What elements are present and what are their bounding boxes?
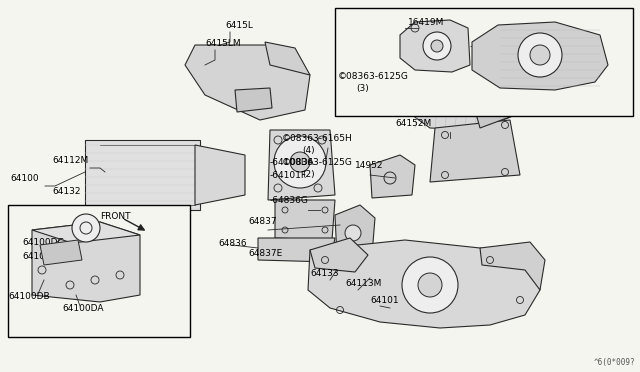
Text: 64101: 64101 — [370, 296, 399, 305]
Circle shape — [290, 152, 310, 172]
Text: (3): (3) — [356, 84, 369, 93]
Polygon shape — [308, 240, 540, 328]
Polygon shape — [472, 22, 608, 90]
Circle shape — [423, 32, 451, 60]
Text: 64133: 64133 — [310, 269, 339, 278]
Text: 64100DA: 64100DA — [62, 304, 104, 313]
Polygon shape — [275, 200, 335, 240]
Polygon shape — [335, 205, 375, 258]
Text: 64152M: 64152M — [395, 119, 431, 128]
Text: 64152: 64152 — [405, 46, 433, 55]
Text: 6415L: 6415L — [225, 21, 253, 30]
Text: (4): (4) — [302, 146, 315, 155]
Polygon shape — [430, 120, 520, 182]
Circle shape — [345, 225, 361, 241]
Polygon shape — [268, 130, 335, 200]
Polygon shape — [400, 20, 470, 72]
Text: 64113M: 64113M — [345, 279, 381, 288]
Polygon shape — [370, 155, 415, 198]
Polygon shape — [195, 145, 245, 205]
Text: 64100DB: 64100DB — [8, 292, 50, 301]
Text: 64100D: 64100D — [22, 252, 58, 261]
Polygon shape — [85, 140, 200, 210]
Text: 16419M: 16419M — [408, 18, 444, 27]
Polygon shape — [310, 238, 368, 272]
Text: (2): (2) — [302, 170, 315, 179]
Text: ©08363-6125G: ©08363-6125G — [282, 158, 353, 167]
Text: ©08363-6165H: ©08363-6165H — [282, 134, 353, 143]
Text: 64836: 64836 — [218, 239, 246, 248]
Polygon shape — [480, 242, 545, 290]
Bar — [335, 8, 633, 116]
Text: 64837E: 64837E — [248, 249, 282, 258]
Circle shape — [274, 136, 326, 188]
Circle shape — [402, 257, 458, 313]
Text: -64836G: -64836G — [270, 196, 309, 205]
Bar — [8, 205, 190, 337]
Text: 64100DC: 64100DC — [22, 238, 64, 247]
Circle shape — [72, 214, 100, 242]
Circle shape — [530, 45, 550, 65]
Text: 64837: 64837 — [248, 217, 276, 226]
Text: 6415LM: 6415LM — [205, 39, 241, 48]
Text: ^6(0*009?: ^6(0*009? — [593, 358, 635, 367]
Text: -64101F: -64101F — [270, 171, 307, 180]
Circle shape — [418, 273, 442, 297]
Text: ©08363-6125G: ©08363-6125G — [338, 72, 409, 81]
Polygon shape — [40, 240, 82, 265]
Polygon shape — [32, 222, 140, 243]
Polygon shape — [265, 42, 310, 75]
Text: 14952: 14952 — [355, 161, 383, 170]
Polygon shape — [258, 238, 335, 262]
Text: 64100: 64100 — [10, 174, 38, 183]
Polygon shape — [235, 88, 272, 112]
Polygon shape — [185, 45, 310, 120]
Text: 64112M: 64112M — [52, 156, 88, 165]
Polygon shape — [32, 222, 140, 302]
Text: -64100DA: -64100DA — [270, 158, 315, 167]
Polygon shape — [465, 74, 515, 128]
Polygon shape — [405, 72, 515, 130]
Text: 64132: 64132 — [52, 187, 81, 196]
Circle shape — [431, 40, 443, 52]
Text: FRONT: FRONT — [100, 212, 131, 221]
Circle shape — [518, 33, 562, 77]
